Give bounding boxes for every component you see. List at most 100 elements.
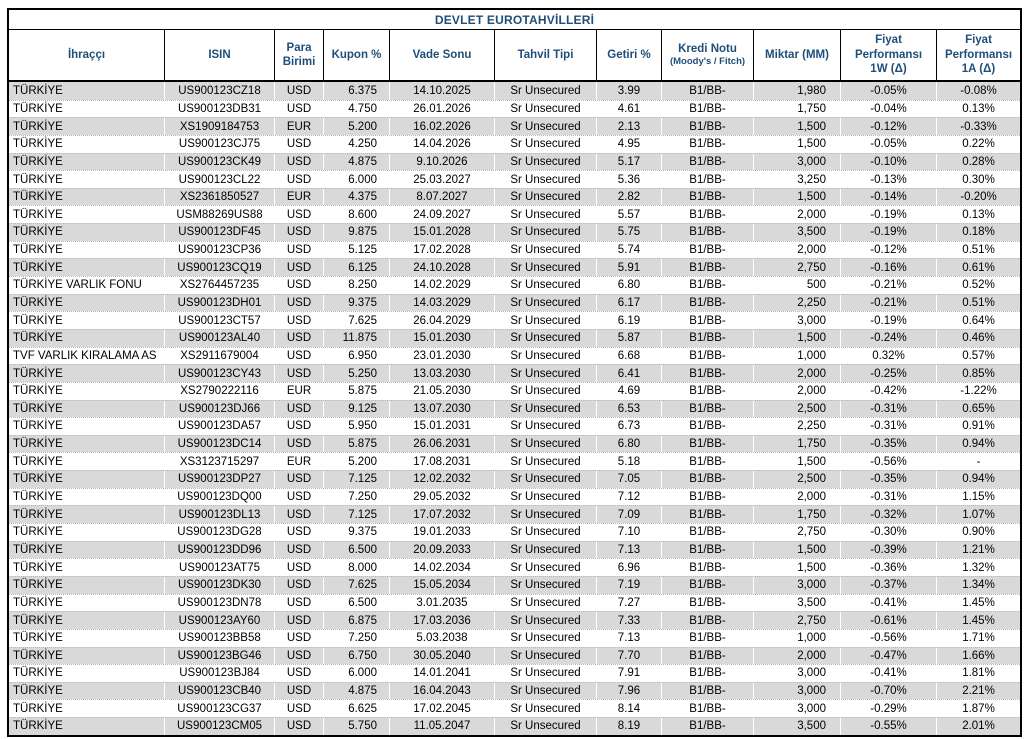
cell-bond_type: Sr Unsecured — [495, 100, 597, 118]
cell-currency: USD — [275, 541, 324, 559]
cell-perf_1w: 0.32% — [841, 347, 937, 365]
cell-perf_1a: 1.71% — [962, 632, 995, 645]
cell-maturity: 14.04.2026 — [390, 135, 495, 153]
column-header-bond_type: Tahvil Tipi — [495, 30, 597, 80]
cell-perf_1a: 1.45% — [962, 596, 995, 609]
cell-coupon: 4.875 — [324, 153, 390, 171]
cell-isin: US900123CG37 — [165, 700, 275, 718]
cell-perf_1a: 1.21% — [962, 543, 995, 556]
cell-yield: 6.80 — [597, 277, 662, 294]
cell-maturity: 16.04.2043 — [390, 682, 495, 700]
cell-isin: US900123CQ19 — [165, 259, 275, 277]
cell-maturity: 30.05.2040 — [390, 647, 495, 665]
cell-yield: 7.12 — [597, 488, 662, 506]
cell-maturity: 26.04.2029 — [390, 312, 495, 329]
cell-maturity: 17.07.2032 — [390, 506, 495, 524]
cell-perf_1w: -0.19% — [841, 206, 937, 224]
table-row: TÜRKİYE US900123DG28 USD 9.375 19.01.2033 Sr … — [9, 523, 1020, 541]
cell-currency: USD — [275, 365, 324, 382]
cell-credit_rating: B1/BB- — [662, 259, 754, 277]
cell-credit_rating: B1/BB- — [662, 171, 754, 188]
cell-issuer: TÜRKİYE — [9, 559, 165, 576]
cell-amount_mm: 2,750 — [754, 612, 841, 629]
cell-isin: US900123AL40 — [165, 329, 275, 347]
column-header-sublabel: (Moody's / Fitch) — [669, 56, 746, 68]
cell-coupon: 7.250 — [324, 629, 390, 647]
cell-isin: US900123CT57 — [165, 312, 275, 329]
cell-currency: USD — [275, 594, 324, 612]
table-row: TÜRKİYE US900123CJ75 USD 4.250 14.04.2026 Sr … — [9, 134, 1020, 153]
cell-credit_rating: B1/BB- — [662, 82, 754, 100]
cell-maturity: 17.02.2028 — [390, 241, 495, 259]
cell-yield: 5.36 — [597, 171, 662, 188]
cell-amount_mm: 1,500 — [754, 541, 841, 559]
cell-issuer: TÜRKİYE — [9, 471, 165, 488]
cell-yield: 7.96 — [597, 682, 662, 700]
cell-credit_rating: B1/BB- — [662, 665, 754, 682]
cell-currency: USD — [275, 576, 324, 594]
table-row: TÜRKİYE US900123AY60 USD 6.875 17.03.2036 Sr … — [9, 611, 1020, 629]
cell-bond_type: Sr Unsecured — [495, 594, 597, 612]
cell-amount_mm: 2,000 — [754, 241, 841, 259]
cell-amount_mm: 1,500 — [754, 118, 841, 135]
cell-bond_type: Sr Unsecured — [495, 329, 597, 347]
cell-currency: USD — [275, 82, 324, 100]
cell-perf_1w: -0.21% — [841, 294, 937, 312]
cell-isin: US900123CB40 — [165, 682, 275, 700]
cell-maturity: 23.01.2030 — [390, 347, 495, 365]
cell-isin: XS2911679004 — [165, 347, 275, 365]
cell-amount_mm: 500 — [754, 277, 841, 294]
cell-isin: US900123DC14 — [165, 435, 275, 453]
cell-currency: USD — [275, 700, 324, 718]
cell-amount_mm: 3,500 — [754, 594, 841, 612]
table-row: TÜRKİYE US900123DC14 USD 5.875 26.06.2031 Sr … — [9, 434, 1020, 453]
cell-perf_1a: 1.45% — [962, 614, 995, 627]
cell-bond_type: Sr Unsecured — [495, 488, 597, 506]
cell-coupon: 8.250 — [324, 277, 390, 294]
cell-issuer: TÜRKİYE — [9, 171, 165, 188]
cell-yield: 7.09 — [597, 506, 662, 524]
cell-isin: XS1909184753 — [165, 118, 275, 135]
cell-isin: US900123CZ18 — [165, 82, 275, 100]
cell-isin: US900123DD96 — [165, 541, 275, 559]
cell-maturity: 13.03.2030 — [390, 365, 495, 382]
cell-perf_1w: -0.24% — [841, 329, 937, 347]
cell-perf_1a: 1.66% — [962, 649, 995, 662]
cell-yield: 6.17 — [597, 294, 662, 312]
cell-isin: US900123CJ75 — [165, 135, 275, 153]
cell-coupon: 6.375 — [324, 82, 390, 100]
cell-isin: US900123AY60 — [165, 612, 275, 629]
cell-isin: XS2790222116 — [165, 382, 275, 400]
cell-issuer: TÜRKİYE — [9, 612, 165, 629]
cell-bond_type: Sr Unsecured — [495, 682, 597, 700]
cell-currency: USD — [275, 347, 324, 365]
cell-isin: US900123DF45 — [165, 224, 275, 241]
cell-yield: 7.13 — [597, 541, 662, 559]
table-row: TÜRKİYE XS2790222116 EUR 5.875 21.05.2030 Sr … — [9, 381, 1020, 400]
cell-perf_1w: -0.13% — [841, 171, 937, 188]
cell-coupon: 5.875 — [324, 435, 390, 453]
cell-currency: USD — [275, 259, 324, 277]
cell-amount_mm: 3,000 — [754, 665, 841, 682]
cell-currency: USD — [275, 277, 324, 294]
column-header-label: Miktar (MM) — [765, 48, 829, 61]
table-body: TÜRKİYE US900123CZ18 USD 6.375 14.10.2025 Sr … — [9, 82, 1020, 735]
cell-maturity: 14.03.2029 — [390, 294, 495, 312]
cell-isin: XS2764457235 — [165, 277, 275, 294]
cell-currency: USD — [275, 241, 324, 259]
cell-bond_type: Sr Unsecured — [495, 312, 597, 329]
cell-perf_1w: -0.25% — [841, 365, 937, 382]
cell-perf_1a: 2.01% — [962, 720, 995, 733]
cell-amount_mm: 1,750 — [754, 435, 841, 453]
cell-coupon: 6.000 — [324, 171, 390, 188]
cell-maturity: 9.10.2026 — [390, 153, 495, 171]
column-header-credit_rating: Kredi Notu (Moody's / Fitch) — [662, 30, 754, 80]
cell-coupon: 5.200 — [324, 118, 390, 135]
cell-credit_rating: B1/BB- — [662, 435, 754, 453]
column-header-perf_1w: Fiyat Performansı 1W (Δ) — [841, 30, 937, 80]
cell-perf_1a: 0.85% — [962, 367, 995, 380]
cell-perf_1a: 0.64% — [962, 314, 995, 327]
cell-yield: 4.95 — [597, 135, 662, 153]
cell-isin: US900123CP36 — [165, 241, 275, 259]
cell-issuer: TÜRKİYE — [9, 700, 165, 718]
